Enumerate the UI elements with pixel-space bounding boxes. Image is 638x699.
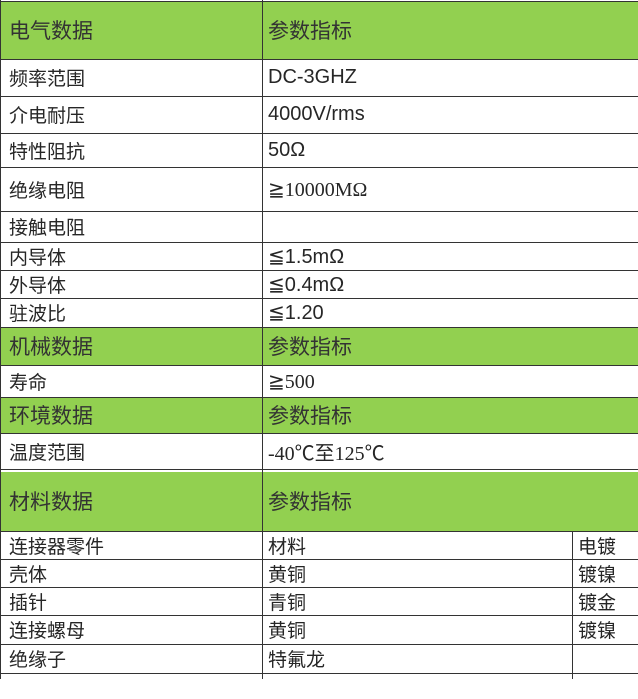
material-row: 插针 青铜 镀金 — [0, 587, 638, 616]
gap-cell — [0, 469, 263, 472]
spec-label: 驻波比 — [0, 298, 263, 328]
material-name: 特氟龙 — [262, 644, 573, 674]
spec-value: ≦1.20 — [262, 298, 638, 328]
section-title: 环境数据 — [0, 397, 263, 434]
spec-row: 介电耐压 4000V/rms — [0, 96, 638, 134]
spec-row: 频率范围 DC-3GHZ — [0, 59, 638, 97]
material-row: 绝缘子 特氟龙 — [0, 644, 638, 674]
spec-label: 频率范围 — [0, 59, 263, 97]
section-param-header: 参数指标 — [262, 397, 638, 434]
spec-row: 驻波比 ≦1.20 — [0, 298, 638, 328]
material-part: 壳体 — [0, 559, 263, 588]
section-title: 电气数据 — [0, 1, 263, 60]
spec-value — [262, 211, 638, 243]
spec-row: 外导体 ≦0.4mΩ — [0, 270, 638, 299]
material-name: 材料 — [262, 531, 573, 560]
clipped-bottom-row — [0, 673, 638, 679]
section-header-row-material: 材料数据 参数指标 — [0, 472, 638, 532]
spec-label: 寿命 — [0, 365, 263, 398]
plating-value — [572, 644, 638, 674]
material-name: 黄铜 — [262, 615, 573, 645]
row-gap — [0, 469, 638, 472]
spec-value: ≧10000MΩ — [262, 167, 638, 212]
spec-row: 寿命 ≧500 — [0, 365, 638, 398]
spec-row: 内导体 ≦1.5mΩ — [0, 242, 638, 271]
plating-value: 电镀 — [572, 531, 638, 560]
clipped-cell — [0, 673, 263, 679]
spec-value: ≦1.5mΩ — [262, 242, 638, 271]
material-part: 插针 — [0, 587, 263, 616]
section-param-header: 参数指标 — [262, 327, 638, 366]
spec-value: 50Ω — [262, 133, 638, 168]
spec-label: 接触电阻 — [0, 211, 263, 243]
plating-value: 镀镍 — [572, 615, 638, 645]
spec-label: 绝缘电阻 — [0, 167, 263, 212]
section-header-row-electrical: 电气数据 参数指标 — [0, 1, 638, 60]
spec-row: 绝缘电阻 ≧10000MΩ — [0, 167, 638, 212]
section-title: 材料数据 — [0, 472, 263, 532]
spec-label: 特性阻抗 — [0, 133, 263, 168]
spec-row: 特性阻抗 50Ω — [0, 133, 638, 168]
spec-label: 外导体 — [0, 270, 263, 299]
clipped-cell — [262, 0, 638, 2]
material-row: 壳体 黄铜 镀镍 — [0, 559, 638, 588]
spec-value: ≦0.4mΩ — [262, 270, 638, 299]
material-part: 连接器零件 — [0, 531, 263, 560]
clipped-cell — [262, 673, 573, 679]
plating-value: 镀镍 — [572, 559, 638, 588]
spec-table: 电气数据 参数指标 频率范围 DC-3GHZ 介电耐压 4000V/rms 特性… — [0, 0, 638, 679]
clipped-top-row — [0, 0, 638, 2]
plating-value: 镀金 — [572, 587, 638, 616]
spec-value: ≧500 — [262, 365, 638, 398]
material-name: 黄铜 — [262, 559, 573, 588]
section-header-row-environment: 环境数据 参数指标 — [0, 397, 638, 434]
spec-value: 4000V/rms — [262, 96, 638, 134]
spec-row: 接触电阻 — [0, 211, 638, 243]
material-part: 连接螺母 — [0, 615, 263, 645]
section-title: 机械数据 — [0, 327, 263, 366]
material-row: 连接器零件 材料 电镀 — [0, 531, 638, 560]
clipped-cell — [0, 0, 263, 2]
spec-value: -40℃至125℃ — [262, 433, 638, 470]
material-row: 连接螺母 黄铜 镀镍 — [0, 615, 638, 645]
spec-label: 内导体 — [0, 242, 263, 271]
material-name: 青铜 — [262, 587, 573, 616]
section-header-row-mechanical: 机械数据 参数指标 — [0, 327, 638, 366]
section-param-header: 参数指标 — [262, 472, 638, 532]
clipped-cell — [573, 673, 638, 679]
spec-value: DC-3GHZ — [262, 59, 638, 97]
section-param-header: 参数指标 — [262, 1, 638, 60]
spec-label: 温度范围 — [0, 433, 263, 470]
spec-row: 温度范围 -40℃至125℃ — [0, 433, 638, 470]
spec-label: 介电耐压 — [0, 96, 263, 134]
material-part: 绝缘子 — [0, 644, 263, 674]
